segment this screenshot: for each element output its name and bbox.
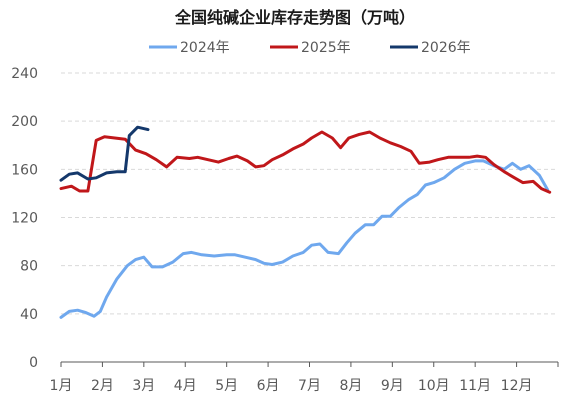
chart-legend: 2024年 2025年 2026年 xyxy=(149,40,471,56)
y-tick-label: 160 xyxy=(11,162,38,178)
series-line-2024年 xyxy=(59,159,550,319)
series-lines xyxy=(59,125,552,319)
x-tick-label: 12月 xyxy=(501,378,533,394)
x-tick-label: 2月 xyxy=(91,378,114,394)
grid-lines xyxy=(61,72,558,315)
legend-label: 2024年 xyxy=(180,40,230,56)
y-tick-label: 120 xyxy=(11,211,38,227)
x-tick-label: 5月 xyxy=(215,378,238,394)
y-tick-label: 80 xyxy=(20,259,38,275)
chart-title: 全国纯碱企业库存走势图（万吨） xyxy=(174,8,415,27)
x-tick-label: 3月 xyxy=(132,378,155,394)
y-tick-label: 40 xyxy=(20,307,38,323)
y-tick-label: 0 xyxy=(29,355,38,371)
legend-label: 2026年 xyxy=(421,40,471,56)
x-tick-label: 7月 xyxy=(298,378,321,394)
x-tick-label: 11月 xyxy=(459,378,491,394)
y-tick-label: 200 xyxy=(11,114,38,130)
x-tick-label: 1月 xyxy=(50,378,73,394)
x-tick-label: 4月 xyxy=(174,378,197,394)
x-tick-label: 10月 xyxy=(418,378,450,394)
x-tick-label: 9月 xyxy=(381,378,404,394)
y-tick-label: 240 xyxy=(11,66,38,82)
x-tick-label: 6月 xyxy=(257,378,280,394)
series-line-2025年 xyxy=(59,130,552,194)
x-tick-label: 8月 xyxy=(339,378,362,394)
x-axis-ticks: 1月 2月 3月 4月 5月 6月 7月 8月 9月 10月 11月 12月 xyxy=(50,361,559,394)
y-axis-ticks: 0 40 80 120 160 200 240 xyxy=(11,66,38,371)
series-line-2026年 xyxy=(59,125,150,182)
legend-label: 2025年 xyxy=(301,40,351,56)
